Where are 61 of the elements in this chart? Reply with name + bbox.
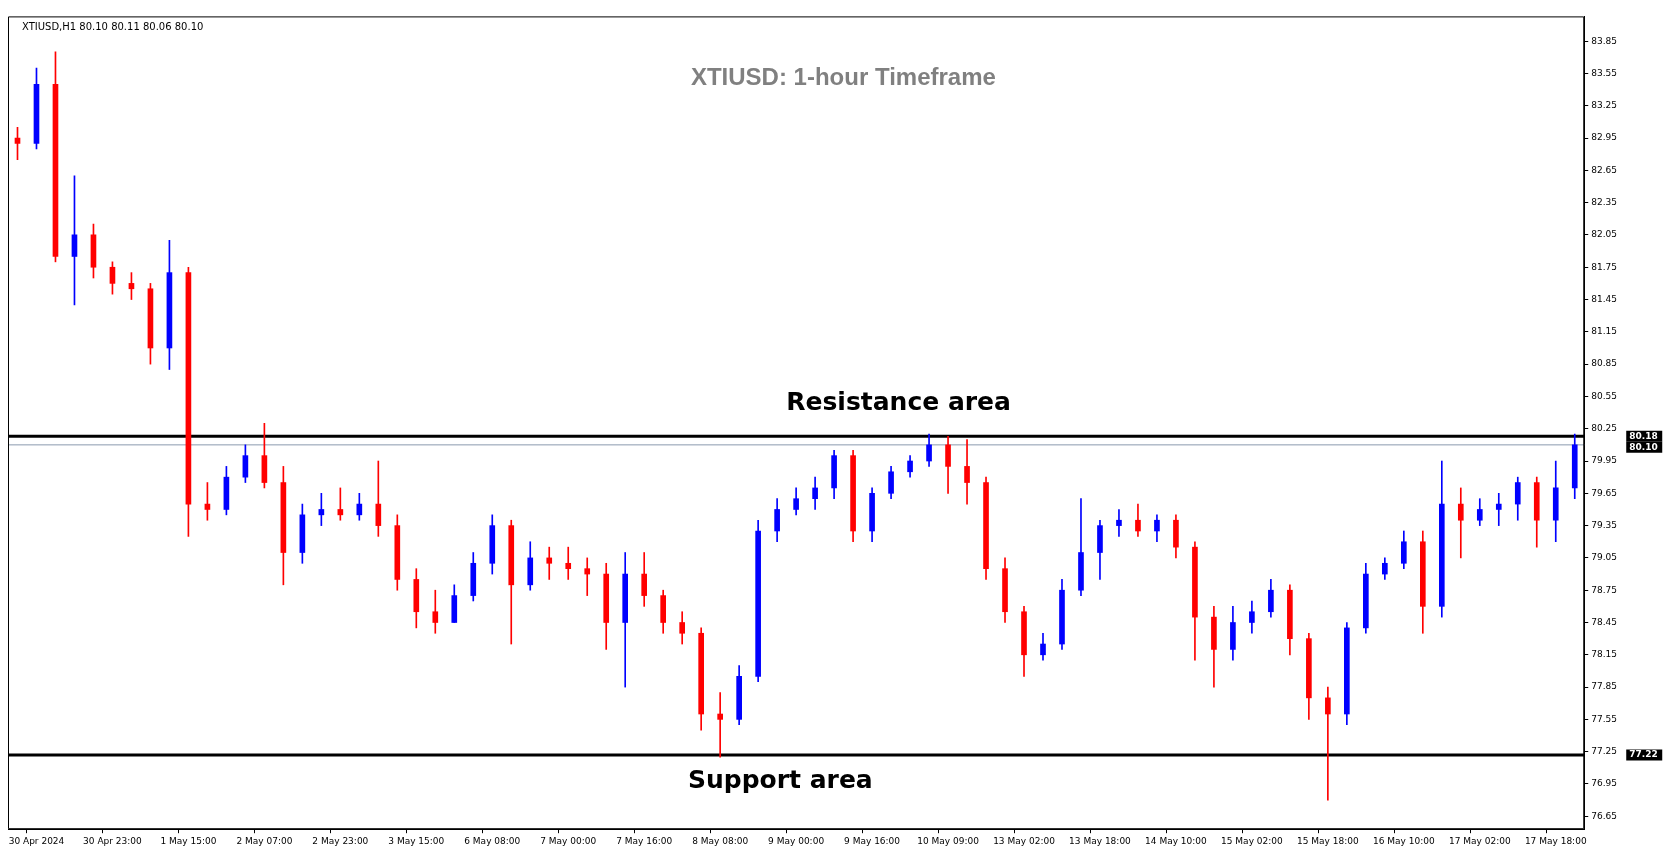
y-tick-label: 79.05 [1591,552,1617,563]
y-tick-label: 80.85 [1591,358,1617,369]
x-tick-label: 17 May 02:00 [1448,835,1511,846]
x-tick-label: 13 May 02:00 [993,835,1056,846]
ref-line-label: Resistance area [786,387,1011,417]
x-tick-label: 13 May 18:00 [1069,835,1132,846]
y-tick-label: 81.45 [1591,293,1617,304]
candlestick [584,557,591,596]
text: 77.22 [1629,749,1658,760]
candlestick [717,692,723,758]
y-tick-label: 78.45 [1591,616,1617,627]
y-tick-label: 82.65 [1591,164,1617,175]
candlestick [546,546,553,580]
x-tick-label: 2 May 23:00 [312,835,369,846]
y-tick-label: 78.75 [1591,584,1617,595]
text: XTIUSD: 1-hour Timeframe [690,63,996,91]
x-tick-label: 6 May 08:00 [464,835,521,846]
y-tick-label: 77.55 [1591,713,1617,724]
y-tick-label: 81.75 [1591,261,1617,272]
candlestick [1325,686,1331,801]
y-tick-label: 78.15 [1591,649,1617,660]
y-tick-label: 77.25 [1591,746,1617,757]
y-tick-label: 82.35 [1591,196,1617,207]
y-tick-label: 79.35 [1591,519,1617,530]
x-tick-label: 2 May 07:00 [236,835,293,846]
x-tick-label: 16 May 10:00 [1372,835,1435,846]
y-tick-label: 76.95 [1591,778,1617,789]
candlestick [1495,492,1502,526]
y-tick-label: 80.55 [1591,390,1617,401]
x-tick-label: 17 May 18:00 [1524,835,1587,846]
candlestick [1116,509,1122,537]
x-tick-label: 3 May 15:00 [388,835,445,846]
y-tick-label: 76.65 [1591,810,1617,821]
candlestick [565,546,572,580]
x-tick-label: 30 Apr 23:00 [83,835,143,846]
y-tick-label: 82.95 [1591,132,1617,143]
candlestick [1457,487,1464,559]
x-tick-label: 7 May 16:00 [616,835,673,846]
x-tick-label: 10 May 09:00 [917,835,980,846]
y-tick-label: 79.95 [1591,455,1617,466]
y-tick-label: 81.15 [1591,326,1617,337]
x-tick-label: 7 May 00:00 [540,835,597,846]
y-tick-label: 77.85 [1591,681,1617,692]
text: 80.18 [1629,430,1658,441]
y-tick-label: 80.25 [1591,423,1617,434]
x-tick-label: 8 May 08:00 [692,835,749,846]
y-tick-label: 82.05 [1591,229,1617,240]
x-tick-label: 15 May 18:00 [1297,835,1359,846]
x-tick-label: 14 May 10:00 [1145,835,1208,846]
annotation: XTIUSD,H1 80.10 80.11 80.06 80.10 [22,20,204,32]
x-tick-label: 1 May 15:00 [160,835,217,846]
ref-line-label: Support area [687,764,873,794]
y-tick-label: 83.25 [1591,100,1617,111]
x-tick-label: 9 May 00:00 [768,835,825,846]
x-tick-label: 30 Apr 2024 [8,835,65,846]
y-tick-label: 79.65 [1591,487,1617,498]
text: 80.10 [1629,441,1658,452]
x-tick-label: 15 May 02:00 [1221,835,1284,846]
y-tick-label: 83.55 [1591,67,1617,78]
x-tick-label: 9 May 16:00 [844,835,901,846]
y-tick-label: 83.85 [1591,35,1617,46]
